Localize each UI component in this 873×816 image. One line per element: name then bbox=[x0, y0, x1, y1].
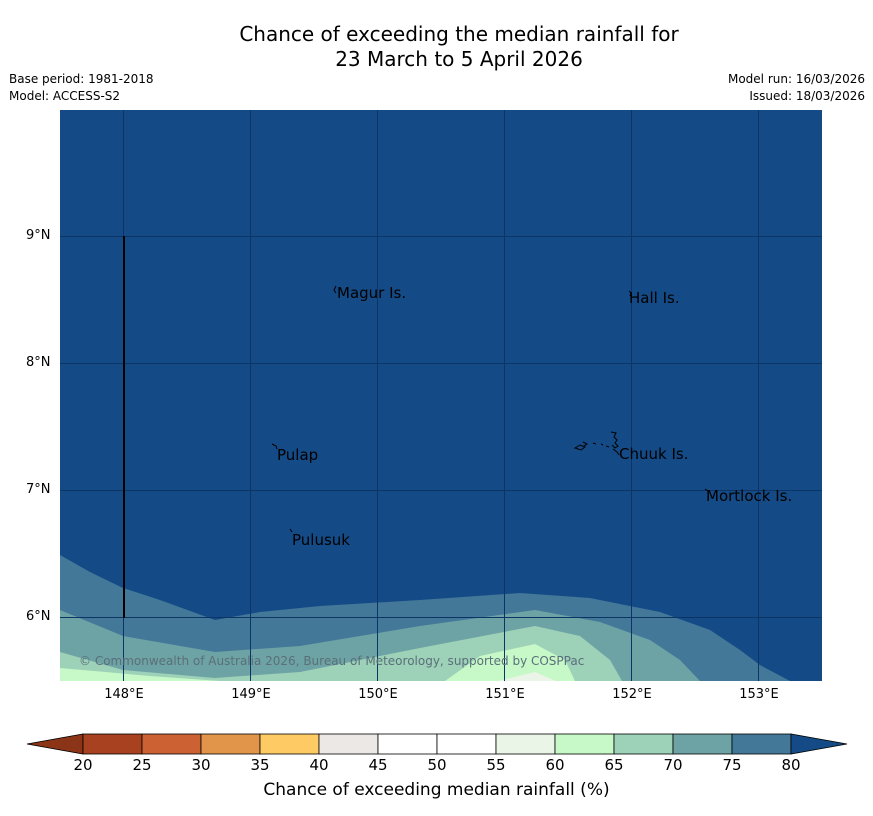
colorbar bbox=[26, 733, 848, 755]
band-60-65 bbox=[445, 644, 575, 681]
colorbar-tick-30: 30 bbox=[191, 756, 211, 774]
colorbar-tick-65: 65 bbox=[604, 756, 624, 774]
lon-label-150e: 150°E bbox=[358, 687, 398, 702]
lon-label-153e: 153°E bbox=[739, 687, 779, 702]
island-label-hall: Hall Is. bbox=[629, 289, 680, 307]
island-labels: Magur Is. Hall Is. Pulap Chuuk Is. Mortl… bbox=[277, 284, 792, 549]
colorbar-segment-45-50 bbox=[377, 733, 438, 755]
copyright-notice: © Commonwealth of Australia 2026, Bureau… bbox=[79, 654, 584, 668]
colorbar-tick-55: 55 bbox=[486, 756, 506, 774]
island-label-magur: Magur Is. bbox=[337, 284, 406, 302]
model-run: Model run: 16/03/2026 bbox=[727, 72, 865, 86]
mortlock-outline bbox=[704, 488, 709, 492]
lat-label-8n: 8°N bbox=[26, 355, 51, 370]
colorbar-tick-70: 70 bbox=[663, 756, 683, 774]
title-line-2: 23 March to 5 April 2026 bbox=[335, 47, 583, 71]
lat-label-6n: 6°N bbox=[26, 609, 51, 624]
colorbar-segment-55-60 bbox=[495, 733, 556, 755]
colorbar-high-extend bbox=[790, 733, 848, 755]
lon-label-149e: 149°E bbox=[231, 687, 271, 702]
colorbar-low-extend bbox=[26, 733, 84, 755]
colorbar-tick-25: 25 bbox=[132, 756, 152, 774]
band-55-60 bbox=[498, 672, 556, 681]
colorbar-segment-65-70 bbox=[613, 733, 674, 755]
colorbar-tick-50: 50 bbox=[427, 756, 447, 774]
colorbar-tick-20: 20 bbox=[73, 756, 93, 774]
colorbar-tick-45: 45 bbox=[368, 756, 388, 774]
lon-label-152e: 152°E bbox=[612, 687, 652, 702]
pulap-outline bbox=[271, 443, 278, 450]
colorbar-segment-30-35 bbox=[200, 733, 261, 755]
colorbar-segment-60-65 bbox=[554, 733, 615, 755]
chuuk-outline bbox=[573, 431, 620, 456]
map-area bbox=[60, 110, 822, 681]
colorbar-tick-40: 40 bbox=[309, 756, 329, 774]
model-name: Model: ACCESS-S2 bbox=[9, 89, 121, 103]
island-outlines bbox=[271, 285, 709, 533]
lon-label-151e: 151°E bbox=[485, 687, 525, 702]
title-line-1: Chance of exceeding the median rainfall … bbox=[239, 22, 679, 46]
island-label-chuuk: Chuuk Is. bbox=[619, 445, 688, 463]
colorbar-title: Chance of exceeding median rainfall (%) bbox=[263, 780, 610, 800]
colorbar-segment-25-30 bbox=[141, 733, 202, 755]
island-label-mortlock: Mortlock Is. bbox=[706, 487, 792, 505]
colorbar-segment-40-45 bbox=[318, 733, 379, 755]
colorbar-segment-35-40 bbox=[259, 733, 320, 755]
chart-title: Chance of exceeding the median rainfall … bbox=[0, 22, 873, 72]
colorbar-segment-20-25 bbox=[82, 733, 143, 755]
colorbar-tick-80: 80 bbox=[781, 756, 801, 774]
pulusuk-outline bbox=[289, 528, 293, 533]
lat-label-7n: 7°N bbox=[26, 482, 51, 497]
colorbar-segment-50-55 bbox=[436, 733, 497, 755]
meta-right: Model run: 16/03/2026 Issued: 18/03/2026 bbox=[728, 71, 865, 105]
colorbar-segment-70-75 bbox=[672, 733, 733, 755]
colorbar-tick-35: 35 bbox=[250, 756, 270, 774]
magur-outline bbox=[333, 285, 337, 294]
hall-outline bbox=[628, 290, 632, 297]
colorbar-segment-75-80 bbox=[731, 733, 792, 755]
lat-label-9n: 9°N bbox=[26, 228, 51, 243]
colorbar-tick-60: 60 bbox=[545, 756, 565, 774]
island-label-pulap: Pulap bbox=[277, 446, 318, 464]
map-background bbox=[60, 110, 822, 681]
island-label-pulusuk: Pulusuk bbox=[292, 531, 350, 549]
issued-date: Issued: 18/03/2026 bbox=[749, 89, 865, 103]
meta-left: Base period: 1981-2018 Model: ACCESS-S2 bbox=[9, 71, 154, 105]
base-period: Base period: 1981-2018 bbox=[9, 72, 154, 86]
colorbar-tick-75: 75 bbox=[722, 756, 742, 774]
lon-label-148e: 148°E bbox=[104, 687, 144, 702]
band-60-65-left bbox=[60, 668, 220, 681]
